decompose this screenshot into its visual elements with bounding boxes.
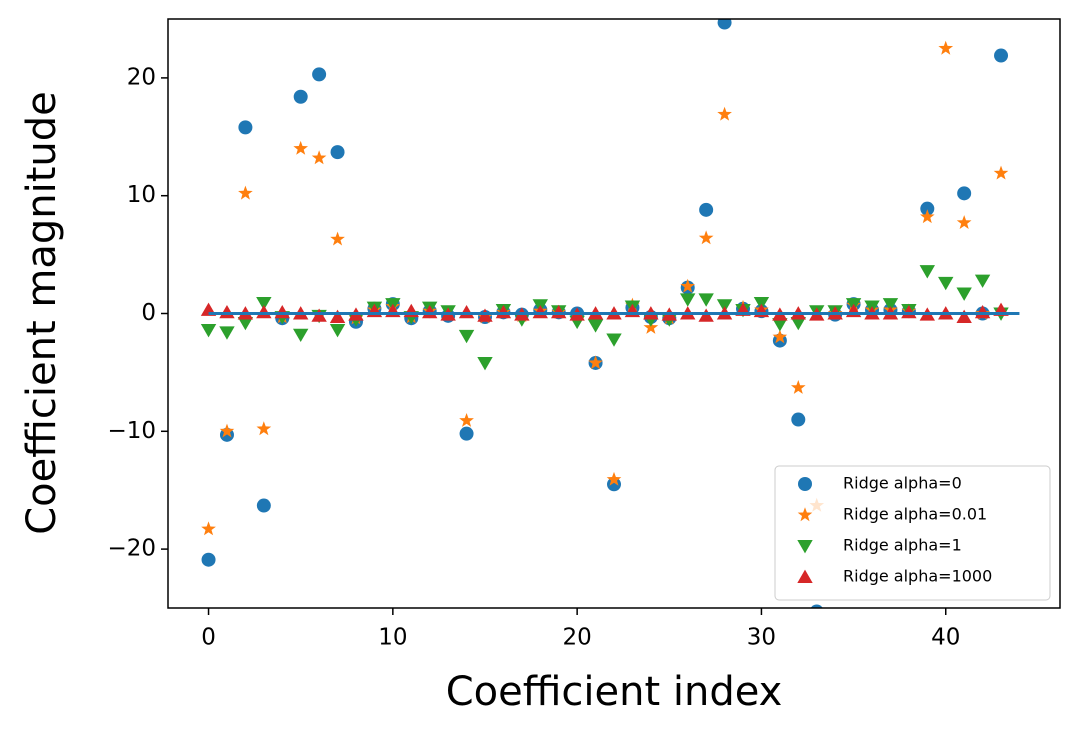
point (477, 308, 493, 322)
y-tick-label: 0 (141, 300, 156, 326)
point (920, 209, 935, 224)
point (680, 278, 695, 293)
point (201, 552, 216, 567)
legend-label: Ridge alpha=0.01 (843, 505, 987, 524)
point (293, 89, 308, 104)
plot-frame (167, 18, 1061, 609)
point (643, 319, 659, 334)
point (791, 380, 806, 394)
point (938, 276, 954, 291)
point (329, 309, 346, 323)
y-tick-label: −20 (107, 536, 156, 562)
x-tick-label: 40 (931, 625, 960, 651)
y-axis-label: Coefficient magnitude (19, 91, 65, 535)
point (919, 265, 936, 279)
point (293, 140, 308, 155)
legend-box (774, 465, 1051, 601)
point (201, 521, 216, 536)
point (698, 230, 714, 245)
point (311, 308, 327, 322)
point (938, 40, 954, 55)
point (606, 333, 622, 347)
plot-area (200, 0, 1020, 608)
point (238, 120, 253, 135)
point (699, 202, 714, 217)
point (330, 231, 345, 246)
legend: Ridge alpha=0 Ridge alpha=0.01 Ridge alpha… (774, 465, 1051, 601)
point (237, 316, 254, 331)
point (882, 298, 899, 312)
point (974, 274, 991, 288)
point (458, 329, 475, 344)
point (698, 308, 714, 322)
point (956, 309, 972, 323)
point (311, 150, 327, 165)
legend-label: Ridge alpha=1000 (843, 567, 992, 586)
point (920, 201, 935, 216)
x-tick-label: 20 (562, 625, 591, 651)
point (957, 186, 972, 201)
point (403, 303, 419, 318)
y-tick-label: −10 (107, 418, 156, 444)
point (256, 421, 272, 436)
y-tick-label: 20 (127, 64, 156, 90)
point (238, 185, 253, 200)
point (312, 67, 327, 82)
point (587, 319, 604, 333)
point (607, 477, 621, 492)
point (459, 426, 474, 441)
point (219, 423, 235, 438)
point (329, 324, 346, 338)
point (810, 604, 823, 608)
legend-marker (797, 569, 813, 583)
legend-label: Ridge alpha=0 (843, 474, 962, 493)
point (256, 304, 272, 319)
point (606, 471, 622, 486)
point (588, 355, 603, 370)
point (956, 215, 972, 229)
point (256, 498, 271, 513)
legend-marker (797, 540, 813, 554)
point (716, 299, 733, 313)
point (790, 316, 806, 331)
y-tick-label: 10 (127, 182, 156, 208)
legend-marker (797, 507, 813, 522)
point (993, 165, 1009, 180)
x-axis-label: Coefficient index (446, 669, 783, 715)
x-tick-label: 0 (201, 625, 216, 651)
point (477, 357, 493, 371)
point (219, 326, 235, 340)
point (772, 329, 788, 344)
point (956, 287, 972, 301)
point (292, 328, 309, 343)
point (753, 296, 770, 311)
point (939, 0, 953, 2)
point (200, 324, 217, 338)
point (330, 145, 345, 160)
point (791, 412, 806, 427)
point (219, 304, 235, 319)
legend-label: Ridge alpha=1 (843, 536, 962, 555)
point (717, 106, 732, 121)
point (680, 293, 696, 307)
point (698, 293, 714, 307)
point (772, 318, 788, 332)
point (256, 296, 272, 311)
x-tick-label: 10 (378, 625, 407, 651)
point (458, 304, 475, 319)
point (459, 413, 474, 427)
legend-marker (798, 477, 812, 491)
point (717, 19, 732, 30)
x-tick-label: 30 (747, 625, 776, 651)
point (994, 48, 1009, 63)
